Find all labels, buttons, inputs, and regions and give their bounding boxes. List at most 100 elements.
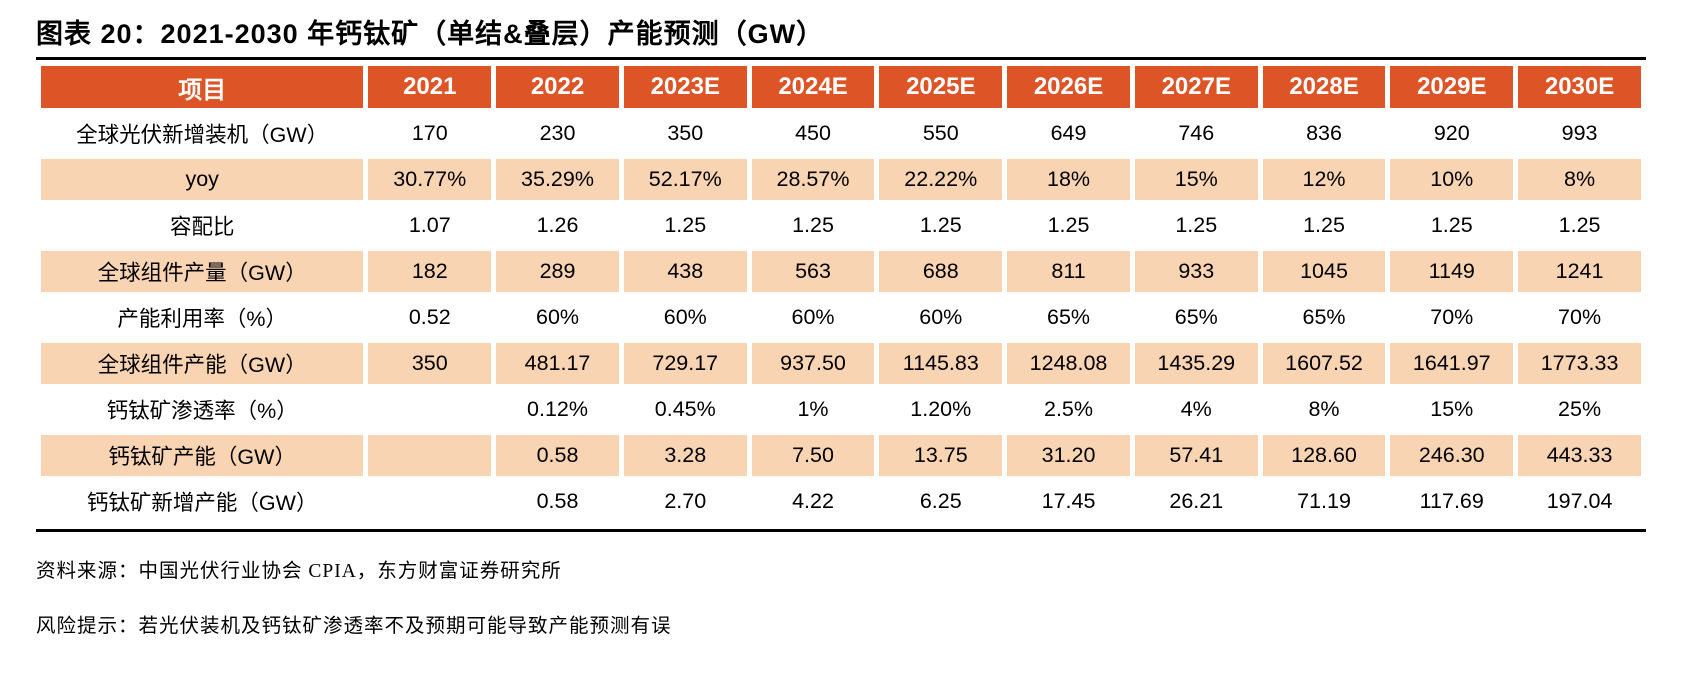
table-row: 全球光伏新增装机（GW） 170 230 350 450 550 649 746 836 920 9… (41, 113, 1641, 154)
table-body: 全球光伏新增装机（GW） 170 230 350 450 550 649 746 836 920 9… (41, 113, 1641, 522)
table-cell: 70% (1558, 305, 1602, 329)
table-row: 全球组件产量（GW） 182 289 438 563 688 811 933 1045 1149 1… (41, 251, 1641, 292)
table-cell: 0.45% (654, 397, 716, 421)
column-header-year: 2030E (1518, 66, 1641, 108)
table-cell: 1.26 (536, 213, 579, 237)
table-cell: 993 (1561, 121, 1598, 145)
table-cell: 811 (1007, 251, 1130, 292)
table-cell: 26.21 (1169, 489, 1224, 513)
table-cell: 1.25 (664, 213, 707, 237)
table-cell: 350 (667, 121, 704, 145)
table-cell: 1773.33 (1518, 343, 1641, 384)
figure-title: 图表 20：2021-2030 年钙钛矿（单结&叠层）产能预测（GW） (36, 19, 825, 49)
table-cell: 246.30 (1390, 435, 1514, 476)
table-cell: 746 (1178, 121, 1215, 145)
row-label: 钙钛矿渗透率（%） (106, 399, 298, 423)
table-cell: 0.12% (527, 397, 588, 421)
table-cell: 438 (623, 251, 747, 292)
table-cell: 52.17% (623, 159, 747, 200)
table-cell: 170 (411, 121, 448, 145)
table-cell: 1% (797, 397, 829, 421)
table-row: 产能利用率（%） 0.52 60% 60% 60% 60% 65% 65% 65% 70% 70% (41, 297, 1641, 338)
table-cell: 25% (1558, 397, 1602, 421)
table-cell: 15% (1430, 397, 1474, 421)
table-cell: 0.52 (408, 305, 451, 329)
table-cell: 550 (922, 121, 959, 145)
table-cell: 60% (535, 305, 580, 329)
table-cell: 65% (1302, 305, 1346, 329)
table-cell: 70% (1430, 305, 1474, 329)
table-cell: 13.75 (879, 435, 1003, 476)
table-cell: 1607.52 (1262, 343, 1386, 384)
table-cell: 15% (1134, 159, 1258, 200)
table-cell: 937.50 (751, 343, 875, 384)
table-cell: 60% (663, 305, 707, 329)
table-cell: 1.25 (1047, 213, 1090, 237)
table-cell: 182 (368, 251, 492, 292)
title-divider (36, 57, 1646, 60)
table-row: 钙钛矿新增产能（GW） 0.58 2.70 4.22 6.25 17.45 26.21 71.… (41, 481, 1641, 522)
table-cell: 933 (1134, 251, 1258, 292)
table-cell: 17.45 (1041, 489, 1096, 513)
table-cell: 1.20% (910, 397, 972, 421)
table-cell: 2.70 (664, 489, 707, 513)
table-row: 钙钛矿产能（GW） 0.58 3.28 7.50 13.75 31.20 57.41 128.… (41, 435, 1641, 476)
table-cell: 0.58 (496, 435, 619, 476)
source-note: 资料来源：中国光伏行业协会 CPIA，东方财富证券研究所 (36, 561, 562, 582)
table-cell: 688 (879, 251, 1003, 292)
table-cell: 1.25 (1430, 213, 1473, 237)
column-header-year: 2029E (1390, 66, 1514, 108)
table-cell: 71.19 (1297, 489, 1351, 513)
capacity-forecast-table: 项目 2021 2022 2023E 2024E 2025E 2026E 2027E 2028E… (36, 61, 1646, 527)
table-row: 容配比 1.07 1.26 1.25 1.25 1.25 1.25 1.25 1.25 1.25 1… (41, 205, 1641, 246)
row-label: 产能利用率（%） (117, 307, 287, 331)
table-cell: 10% (1390, 159, 1514, 200)
table-cell (368, 389, 491, 430)
column-header-year: 2022 (496, 66, 619, 108)
report-figure: 图表 20：2021-2030 年钙钛矿（单结&叠层）产能预测（GW） 项目 20… (36, 19, 1646, 637)
table-cell: 450 (795, 121, 831, 145)
table-cell: 1.07 (408, 213, 451, 237)
table-cell: 8% (1518, 159, 1641, 200)
table-cell: 18% (1007, 159, 1130, 200)
column-header-year: 2027E (1134, 66, 1258, 108)
column-header-year: 2024E (751, 66, 875, 108)
column-header-year: 2021 (368, 66, 492, 108)
table-row: 全球组件产能（GW） 350 481.17 729.17 937.50 1145.83 12… (41, 343, 1641, 384)
table-cell: 4% (1180, 397, 1212, 421)
risk-note: 风险提示：若光伏装机及钙钛矿渗透率不及预期可能导致产能预测有误 (36, 616, 672, 637)
table-cell: 12% (1262, 159, 1386, 200)
table-cell: 1.25 (1303, 213, 1345, 237)
table-cell: 30.77% (368, 159, 492, 200)
table-cell: 1145.83 (879, 343, 1003, 384)
table-cell: 1045 (1262, 251, 1386, 292)
column-header-year: 2025E (879, 66, 1003, 108)
table-cell: 7.50 (751, 435, 875, 476)
table-cell: 60% (919, 305, 963, 329)
row-label: 全球组件产能（GW） (41, 343, 364, 384)
table-cell: 649 (1050, 121, 1087, 145)
table-cell: 1641.97 (1390, 343, 1514, 384)
table-cell: 1.25 (1175, 213, 1218, 237)
table-cell: 1149 (1390, 251, 1514, 292)
table-cell: 3.28 (623, 435, 747, 476)
table-cell: 1.25 (792, 213, 834, 237)
column-header-year: 2028E (1262, 66, 1386, 108)
table-cell: 289 (496, 251, 619, 292)
table-cell: 6.25 (919, 489, 962, 513)
table-row: yoy 30.77% 35.29% 52.17% 28.57% 22.22% 18% 15% 1… (41, 159, 1641, 200)
table-cell: 65% (1174, 305, 1218, 329)
table-cell: 128.60 (1262, 435, 1386, 476)
table-cell: 65% (1046, 305, 1091, 329)
row-label: 钙钛矿新增产能（GW） (86, 491, 318, 515)
table-row: 钙钛矿渗透率（%） 0.12% 0.45% 1% 1.20% 2.5% 4% 8% 15% 25% (41, 389, 1641, 430)
table-cell (368, 481, 491, 522)
row-label: 全球组件产量（GW） (41, 251, 364, 292)
table-cell: 57.41 (1134, 435, 1258, 476)
table-cell: 1.25 (1558, 213, 1601, 237)
column-header-item: 项目 (41, 66, 364, 108)
table-cell: 1248.08 (1007, 343, 1130, 384)
table-header-row: 项目 2021 2022 2023E 2024E 2025E 2026E 2027E 2028E… (41, 66, 1641, 108)
table-cell: 28.57% (751, 159, 875, 200)
table-cell: 1.25 (919, 213, 962, 237)
